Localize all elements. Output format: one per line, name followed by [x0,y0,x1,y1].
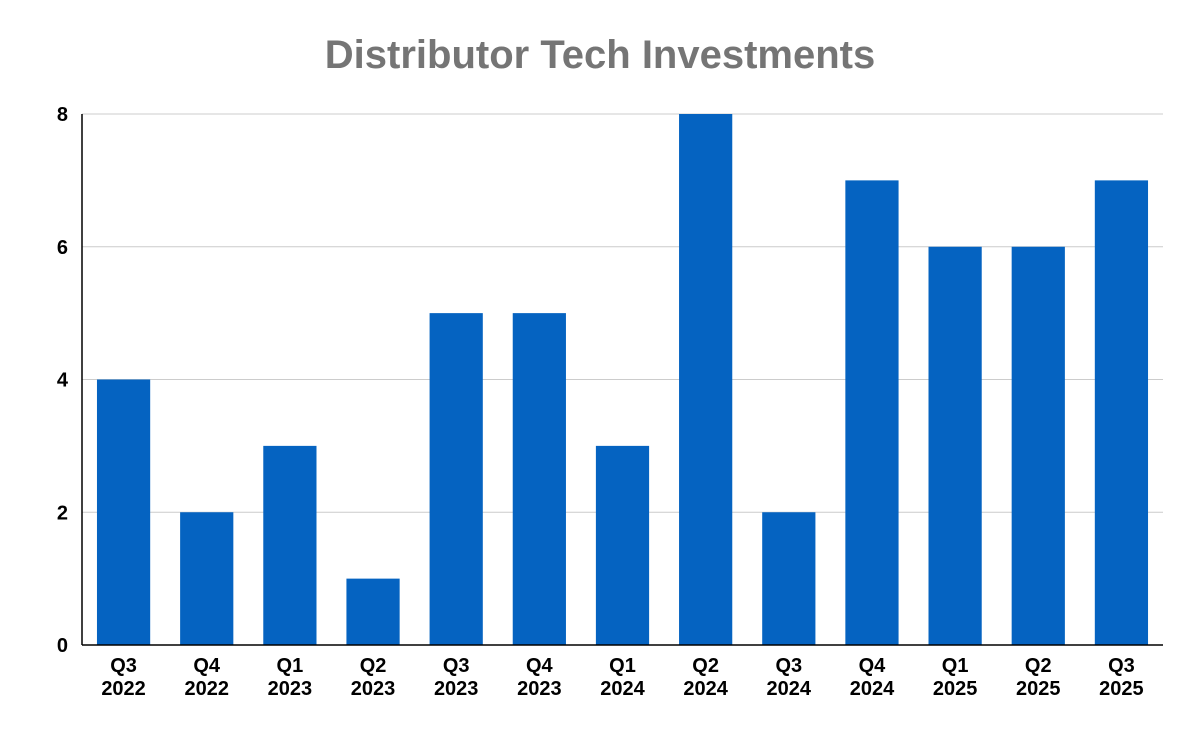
x-tick-label: Q3 2025 [1099,655,1144,700]
x-tick-label-line: 2023 [434,678,479,700]
x-tick-label: Q2 2024 [683,655,728,700]
x-tick-label-line: Q3 [443,655,470,677]
x-tick-label-line: Q3 [110,655,137,677]
y-tick-label: 6 [57,237,68,259]
y-tick-label: 0 [57,635,68,657]
y-tick-label: 2 [57,502,68,524]
x-tick-label-line: 2023 [517,678,562,700]
x-tick-label-line: Q2 [360,655,387,677]
x-tick-label-line: Q1 [942,655,969,677]
bar [429,313,483,645]
x-tick-label: Q1 2025 [933,655,978,700]
bar [762,512,816,645]
x-tick-label-line: Q1 [609,655,636,677]
y-tick-label: 8 [57,104,68,126]
x-tick-label-line: Q2 [1025,655,1052,677]
x-tick-label-line: 2022 [101,678,146,700]
x-tick-label-line: Q3 [1108,655,1135,677]
x-tick-label-line: 2024 [683,678,728,700]
x-tick-label-line: 2025 [1016,678,1061,700]
bar [845,180,899,645]
y-tick-label: 4 [57,370,69,392]
x-tick-label-line: 2024 [600,678,645,700]
x-tick-label: Q4 2023 [517,655,562,700]
bar [1094,180,1149,645]
bar [96,379,151,645]
x-tick-label-line: Q4 [859,655,887,677]
chart-title: Distributor Tech Investments [325,33,875,77]
x-tick-label: Q4 2024 [850,655,895,700]
x-tick-label-line: 2024 [850,678,895,700]
x-tick-label-line: 2022 [184,678,229,700]
bar [180,512,234,645]
x-tick-label: Q3 2024 [767,655,812,700]
x-tick-label: Q3 2022 [101,655,146,700]
x-tick-label-line: 2025 [1099,678,1144,700]
bar [1011,246,1065,645]
bar [928,246,982,645]
bar [512,313,566,645]
x-tick-label: Q1 2023 [268,655,313,700]
x-tick-label-line: Q2 [692,655,719,677]
x-tick-label-line: Q1 [277,655,304,677]
x-tick-label: Q4 2022 [184,655,229,700]
x-tick-label-line: 2023 [268,678,313,700]
bar [679,114,733,645]
bars [96,114,1149,645]
x-tick-label-line: 2023 [351,678,396,700]
axes [81,114,1163,646]
x-tick-label-line: 2024 [767,678,812,700]
x-tick-label-line: 2025 [933,678,978,700]
bar [595,445,650,645]
x-tick-label: Q2 2025 [1016,655,1061,700]
y-axis-ticks: 0 2 4 6 8 [57,104,69,657]
x-tick-label-line: Q4 [193,655,221,677]
x-tick-label: Q3 2023 [434,655,479,700]
x-tick-label-line: Q4 [526,655,554,677]
bar [346,578,400,645]
x-tick-label: Q2 2023 [351,655,396,700]
x-tick-label-line: Q3 [775,655,802,677]
bar [263,445,317,645]
x-tick-label: Q1 2024 [600,655,645,700]
